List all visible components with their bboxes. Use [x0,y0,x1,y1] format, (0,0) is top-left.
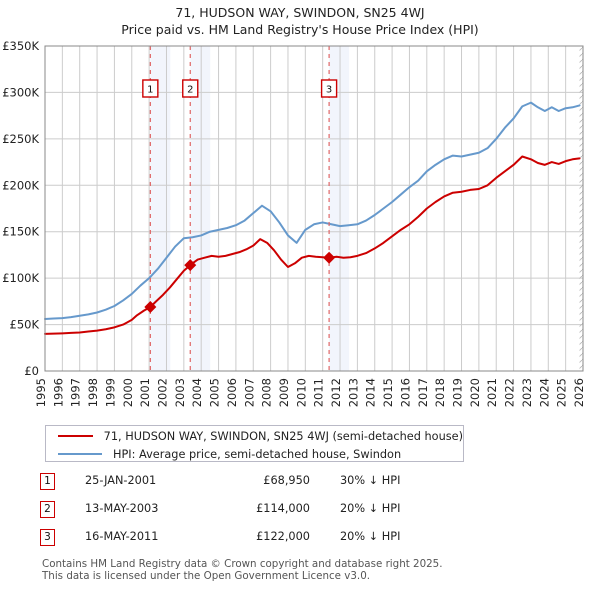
series-line-property [44,155,581,335]
marker-box-label: 3 [326,85,332,96]
y-axis-tick-label: £300K [2,85,39,99]
chart-frame [44,45,584,372]
y-axis-tick-label: £200K [2,178,39,192]
transactions-table: 1 25-JAN-2001 £68,950 30% ↓ HPI 2 13-MAY… [40,472,460,556]
transaction-delta-3: 20% ↓ HPI [340,530,401,543]
x-axis-tick-label: 2001 [138,378,152,407]
y-axis-tick-label: £50K [10,318,40,332]
transaction-point-marker[interactable] [323,251,336,264]
event-band [190,46,211,371]
x-axis-tick-label: 1996 [51,378,65,407]
table-row: 3 16-MAY-2011 £122,000 20% ↓ HPI [40,528,460,556]
x-axis-tick-label: 2025 [555,378,569,407]
x-axis-tick-label: 2013 [346,378,360,407]
x-axis-tick-label: 2022 [503,378,517,407]
x-axis-tick-label: 2000 [121,378,135,407]
y-axis-labels: £0 £50K £100K £150K £200K £250K £300K £350K [2,39,39,378]
event-band [150,46,171,371]
chart-legend: 71, HUDSON WAY, SWINDON, SN25 4WJ (semi-… [45,425,464,462]
chart-series [44,101,581,335]
x-axis-tick-label: 2002 [155,378,169,407]
x-axis-tick-label: 1995 [34,378,48,407]
event-shaded-bands [150,46,350,371]
x-axis-tick-label: 2006 [225,378,239,407]
y-axis-tick-label: £100K [2,271,39,285]
x-axis-tick-label: 1998 [86,378,100,407]
x-axis-tick-label: 2021 [485,378,499,407]
transaction-date-2: 13-MAY-2003 [85,502,159,515]
legend-item-property: 71, HUDSON WAY, SWINDON, SN25 4WJ (semi-… [46,427,463,445]
x-axis-labels: 1995 1996 1997 1998 1999 2000 2001 2002 2003 2004… [34,378,586,407]
x-axis-tick-label: 2019 [451,378,465,407]
x-axis-tick-label: 2014 [364,378,378,407]
event-band [329,46,350,371]
transaction-date-3: 16-MAY-2011 [85,530,159,543]
marker-box[interactable] [320,79,338,98]
marker-box[interactable] [182,79,199,98]
x-axis-tick-label: 1999 [103,378,117,407]
footer-line-2: This data is licensed under the Open Gov… [42,570,371,582]
x-axis-tick-label: 2007 [242,378,256,407]
chart-canvas: 1 2 3 £0 £50K £100K £150K £200K £250K £300K £350K… [2,39,586,407]
table-row: 2 13-MAY-2003 £114,000 20% ↓ HPI [40,500,460,528]
x-axis-tick-label: 2024 [537,378,551,407]
x-axis-tick-label: 1997 [69,378,83,407]
series-line-hpi [44,101,581,320]
transaction-delta-1: 30% ↓ HPI [340,474,401,487]
transaction-price-2: £114,000 [256,502,310,515]
transaction-badge-1: 1 [40,473,55,490]
transaction-badge-3: 3 [40,529,55,546]
transaction-badge-2: 2 [40,501,55,518]
x-axis-tick-label: 2017 [416,378,430,407]
marker-box-label: 1 [147,85,153,96]
x-axis-tick-label: 2003 [173,378,187,407]
x-axis-tick-label: 2008 [260,378,274,407]
legend-label-property: 71, HUDSON WAY, SWINDON, SN25 4WJ (semi-… [103,429,463,443]
x-axis-tick-label: 2018 [433,378,447,407]
future-hatch [579,46,583,371]
future-hatch-region [579,46,583,371]
transaction-markers [144,251,336,313]
transaction-point-marker[interactable] [184,259,197,272]
footer-line-1: Contains HM Land Registry data © Crown c… [42,558,443,570]
price-chart: 1 2 3 £0 £50K £100K £150K £200K £250K £300K £350K… [2,39,586,407]
y-axis-tick-label: £350K [2,39,39,53]
legend-swatch-hpi [58,453,102,455]
transaction-point-marker[interactable] [144,300,157,313]
x-axis-tick-label: 2010 [294,378,308,407]
table-row: 1 25-JAN-2001 £68,950 30% ↓ HPI [40,472,460,500]
transaction-price-3: £122,000 [256,530,310,543]
page-subtitle: Price paid vs. HM Land Registry's House … [121,22,479,37]
x-axis-tick-label: 2005 [208,378,222,407]
transaction-number-boxes: 1 2 3 [142,79,338,98]
marker-box-label: 2 [187,85,193,96]
x-axis-tick-label: 2023 [520,378,534,407]
y-axis-tick-label: £0 [24,364,39,378]
transaction-delta-2: 20% ↓ HPI [340,502,401,515]
page-title: 71, HUDSON WAY, SWINDON, SN25 4WJ [175,5,425,20]
transaction-date-1: 25-JAN-2001 [85,474,157,487]
x-axis-tick-label: 2016 [398,378,412,407]
legend-item-hpi: HPI: Average price, semi-detached house,… [46,445,463,463]
transaction-price-1: £68,950 [263,474,310,487]
x-axis-tick-label: 2015 [381,378,395,407]
x-axis-tick-label: 2004 [190,378,204,407]
y-axis-tick-label: £250K [2,132,39,146]
x-axis-tick-label: 2011 [312,378,326,407]
x-axis-tick-label: 2009 [277,378,291,407]
y-axis-tick-label: £150K [2,225,39,239]
marker-box[interactable] [142,79,159,98]
legend-label-hpi: HPI: Average price, semi-detached house,… [113,447,402,461]
x-axis-tick-label: 2020 [468,378,482,407]
plot-border [44,45,584,372]
event-dashed-lines [149,46,330,371]
x-axis-tick-label: 2026 [572,378,586,407]
x-axis-tick-label: 2012 [329,378,343,407]
footer-attribution: Contains HM Land Registry data © Crown c… [42,558,582,582]
legend-swatch-property [58,435,93,437]
